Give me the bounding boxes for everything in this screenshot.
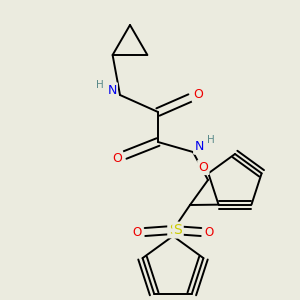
Text: N: N [107, 83, 117, 97]
Text: H: H [96, 80, 104, 90]
Text: O: O [112, 152, 122, 164]
Text: S: S [174, 223, 182, 237]
Text: H: H [207, 135, 215, 145]
Text: S: S [169, 223, 177, 237]
Text: O: O [132, 226, 142, 238]
Text: O: O [204, 226, 214, 238]
Text: O: O [198, 161, 208, 174]
Text: O: O [193, 88, 203, 101]
Text: N: N [194, 140, 204, 154]
